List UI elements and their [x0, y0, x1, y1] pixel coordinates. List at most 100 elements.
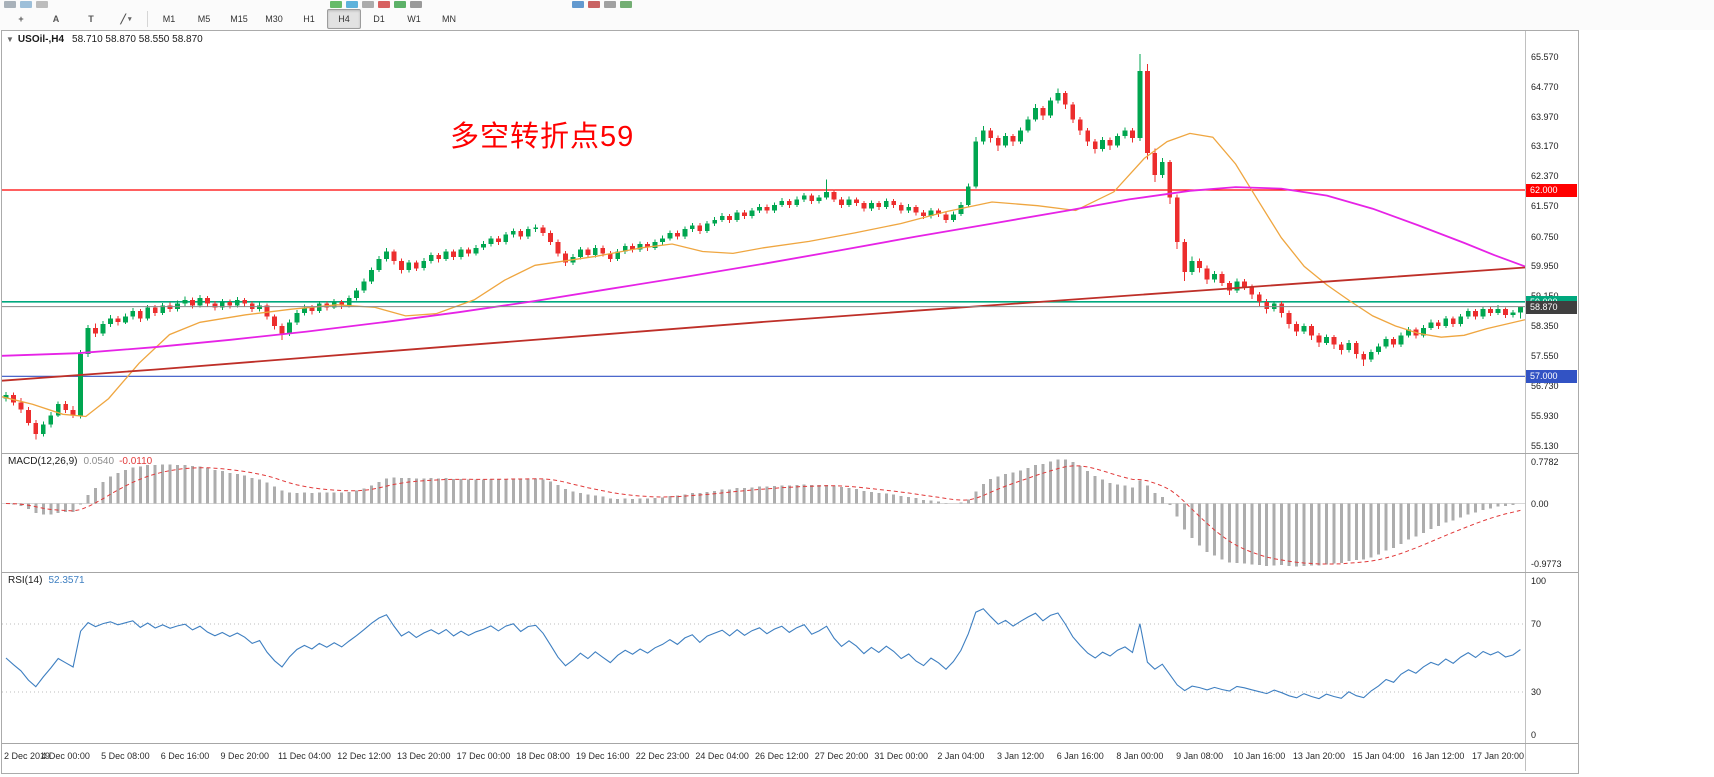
candle: [712, 219, 718, 224]
toolbar-icon[interactable]: [378, 1, 390, 8]
candle: [1391, 339, 1396, 345]
price-badge-57.000: 57.000: [1526, 370, 1577, 383]
candle: [391, 251, 397, 261]
timeframe-button-H4[interactable]: H4: [327, 9, 361, 29]
candle: [369, 270, 374, 282]
price-chart-canvas[interactable]: [2, 31, 1525, 453]
one-click-trading-icon[interactable]: ▼: [6, 35, 14, 44]
candle: [1510, 312, 1516, 315]
candle: [995, 137, 1001, 146]
main-chart-pane[interactable]: ▼ USOil-,H4 58.710 58.870 58.550 58.870 多空…: [2, 31, 1525, 453]
candle: [652, 242, 658, 248]
timeframe-button-M15[interactable]: M15: [230, 14, 248, 24]
candle: [1033, 108, 1038, 120]
candle: [190, 299, 195, 306]
timeframe-button-M1[interactable]: M1: [162, 14, 176, 24]
candle: [167, 305, 173, 310]
candle: [592, 247, 598, 256]
toolbar-icon[interactable]: [20, 1, 32, 8]
candle: [689, 225, 695, 230]
rsi-pane[interactable]: RSI(14) 52.3571: [2, 573, 1525, 743]
time-axis-label: 17 Dec 00:00: [456, 751, 511, 761]
candle: [346, 298, 352, 306]
toolbar-icon[interactable]: [604, 1, 616, 8]
chart-annotation[interactable]: 多空转折点59: [450, 121, 635, 153]
candle: [481, 244, 486, 248]
candle: [555, 242, 561, 254]
candle: [891, 201, 897, 205]
candle: [1368, 352, 1374, 360]
candle: [48, 415, 54, 425]
chart-window[interactable]: ▼ USOil-,H4 58.710 58.870 58.550 58.870 多空…: [1, 30, 1579, 774]
candle: [1182, 242, 1188, 272]
rsi-canvas[interactable]: [2, 573, 1525, 743]
pane-separator[interactable]: [2, 453, 1578, 454]
candle: [1361, 353, 1367, 360]
candle: [123, 316, 128, 323]
candle: [100, 324, 106, 334]
candle: [428, 255, 434, 261]
candle: [1130, 130, 1135, 138]
time-axis-label: 22 Dec 23:00: [635, 751, 690, 761]
candle: [399, 260, 404, 271]
time-axis-label: 19 Dec 16:00: [576, 751, 630, 761]
timeframes-group: M1 M5 M15 M30 H1 H4 D1 W1 MN: [152, 9, 466, 29]
candle: [466, 249, 471, 254]
tool-button-draw-lines[interactable]: ╱ ▾: [120, 13, 132, 24]
toolbar-icon[interactable]: [394, 1, 406, 8]
candle: [1443, 318, 1449, 326]
time-axis-label: 24 Dec 04:00: [695, 751, 749, 761]
toolbar-icon[interactable]: [410, 1, 422, 8]
tool-button-insert-text[interactable]: T: [88, 14, 94, 24]
candle: [704, 223, 710, 231]
ma-fast-orange: [2, 132, 1525, 418]
price-axis[interactable]: 65.570 64.770 63.970 63.170 62.370 61.570 60.7…: [1525, 31, 1578, 771]
timeframe-button-W1[interactable]: W1: [407, 14, 421, 24]
price-axis-label: 61.570: [1531, 201, 1559, 212]
candle: [279, 326, 285, 334]
toolbar-icon[interactable]: [36, 1, 48, 8]
macd-canvas[interactable]: [2, 454, 1525, 572]
toolbar-icon[interactable]: [362, 1, 374, 8]
timeframe-button-M5[interactable]: M5: [197, 14, 211, 24]
candle: [786, 201, 792, 205]
tool-button-insert-arrow[interactable]: A: [52, 14, 60, 24]
candle: [1197, 260, 1202, 269]
candle: [869, 203, 874, 209]
candle: [1264, 301, 1270, 310]
time-axis-label: 3 Jan 12:00: [997, 751, 1045, 761]
candle: [496, 238, 501, 243]
candle: [137, 311, 143, 319]
timeframe-button-H1[interactable]: H1: [303, 14, 315, 24]
candle: [1279, 303, 1285, 313]
pane-separator[interactable]: [2, 572, 1578, 573]
candle: [1301, 326, 1307, 332]
ma-mid-magenta: [2, 186, 1525, 357]
candle: [1458, 316, 1464, 325]
toolbar-icon[interactable]: [588, 1, 600, 8]
toolbar-icon[interactable]: [572, 1, 584, 8]
candle: [1406, 329, 1411, 336]
time-axis[interactable]: 2 Dec 2019 4 Dec 00:00 5 Dec 08:00 6 Dec 16…: [2, 744, 1525, 771]
candle: [473, 247, 479, 254]
time-axis-label: 17 Jan 20:00: [1471, 751, 1525, 761]
toolbar-icon[interactable]: [330, 1, 342, 8]
timeframe-button-M30[interactable]: M30: [265, 14, 283, 24]
pane-separator[interactable]: [2, 743, 1578, 744]
candle: [1234, 281, 1240, 291]
tool-button-crosshair[interactable]: +: [18, 14, 24, 24]
timeframe-button-MN[interactable]: MN: [442, 14, 456, 24]
candle: [719, 216, 725, 220]
toolbar-icon[interactable]: [4, 1, 16, 8]
time-axis-label: 8 Jan 00:00: [1116, 751, 1164, 761]
timeframe-button-D1[interactable]: D1: [373, 14, 385, 24]
candle: [1376, 346, 1381, 353]
time-axis-label: 10 Jan 16:00: [1233, 751, 1286, 761]
candle: [988, 130, 994, 138]
toolbar-icon[interactable]: [620, 1, 632, 8]
candle: [152, 307, 158, 313]
time-axis-label: 6 Dec 16:00: [160, 751, 210, 761]
candle: [563, 253, 568, 263]
toolbar-icon[interactable]: [346, 1, 358, 8]
macd-pane[interactable]: MACD(12,26,9) 0.0540 -0.0110: [2, 454, 1525, 572]
